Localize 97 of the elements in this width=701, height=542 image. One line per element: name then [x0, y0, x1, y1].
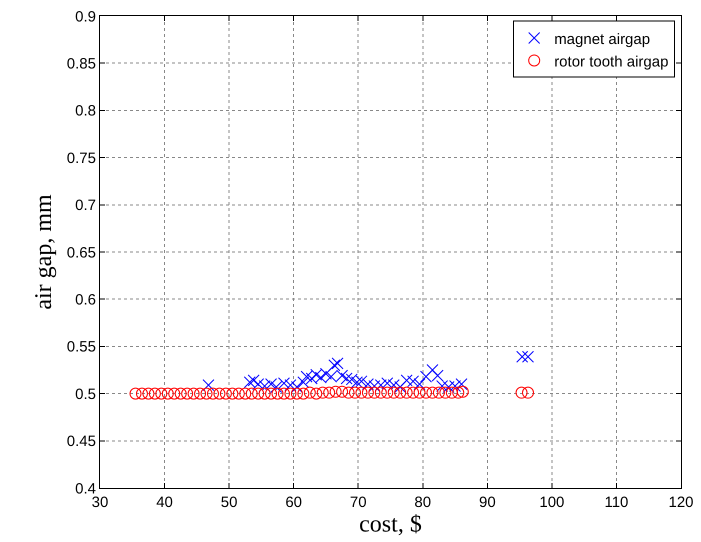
- point: [330, 386, 342, 398]
- point: [316, 386, 329, 399]
- point: [394, 386, 406, 399]
- x-tick-label: 80: [414, 494, 432, 511]
- point: [258, 388, 271, 400]
- point: [278, 388, 290, 400]
- x-axis-title: cost, $: [359, 511, 422, 538]
- point: [200, 388, 213, 400]
- point: [232, 388, 245, 400]
- y-tick-label: 0.6: [75, 291, 96, 308]
- point: [297, 388, 310, 400]
- point: [362, 386, 374, 399]
- point: [246, 388, 258, 400]
- x-tick-label: 90: [478, 494, 496, 511]
- point: [181, 388, 194, 400]
- point: [381, 377, 394, 390]
- point: [426, 364, 438, 376]
- point: [310, 388, 322, 400]
- point: [213, 388, 226, 400]
- x-tick-label: 70: [350, 494, 367, 511]
- point: [439, 386, 452, 399]
- point: [426, 386, 438, 399]
- point: [168, 388, 180, 400]
- point: [368, 380, 380, 392]
- point: [348, 386, 361, 399]
- point: [394, 380, 406, 393]
- x-tick-label: 50: [220, 494, 238, 511]
- point: [284, 388, 296, 400]
- point: [188, 388, 200, 400]
- point: [148, 388, 161, 400]
- point: [522, 350, 534, 363]
- x-tick-label: 120: [668, 494, 694, 511]
- point: [244, 376, 256, 388]
- point: [342, 386, 355, 399]
- point: [456, 386, 469, 398]
- point: [414, 386, 426, 399]
- x-tick-label: 100: [539, 494, 564, 511]
- point: [374, 386, 387, 399]
- point: [323, 386, 336, 399]
- point: [239, 388, 252, 400]
- point: [252, 388, 264, 400]
- y-axis-title: air gap, mm: [30, 194, 57, 310]
- point: [456, 378, 468, 390]
- y-tick-label: 0.7: [75, 197, 96, 214]
- point: [388, 386, 400, 399]
- point: [442, 380, 455, 393]
- y-tick-label: 0.45: [66, 433, 96, 450]
- point: [516, 350, 528, 363]
- point: [248, 374, 260, 386]
- point: [368, 386, 380, 399]
- point: [420, 386, 432, 399]
- point: [297, 376, 310, 388]
- point: [290, 388, 303, 400]
- legend-label: magnet airgap: [554, 30, 650, 48]
- point: [142, 388, 154, 400]
- legend-label: rotor tooth airgap: [554, 53, 668, 70]
- point: [452, 386, 464, 399]
- point: [328, 359, 340, 372]
- point: [265, 388, 278, 400]
- point: [407, 386, 420, 399]
- point: [220, 388, 232, 400]
- point: [432, 386, 445, 399]
- point: [446, 386, 458, 399]
- point: [130, 388, 142, 400]
- point: [516, 386, 528, 399]
- point: [194, 388, 206, 400]
- point: [290, 380, 303, 393]
- point: [272, 388, 284, 400]
- point: [332, 357, 344, 370]
- point: [284, 379, 296, 392]
- point: [355, 386, 368, 399]
- point: [206, 388, 219, 400]
- x-tick-label: 40: [156, 494, 173, 511]
- y-tick-label: 0.65: [66, 244, 96, 262]
- point: [202, 379, 214, 392]
- y-tick-label: 0.5: [75, 386, 96, 403]
- y-tick-label: 0.75: [66, 150, 96, 167]
- point: [400, 374, 413, 386]
- point: [407, 375, 420, 388]
- point: [414, 378, 426, 390]
- x-tick-label: 110: [604, 494, 628, 511]
- point: [400, 386, 413, 399]
- point: [336, 386, 348, 398]
- point: [155, 388, 168, 400]
- y-tick-label: 0.85: [66, 55, 96, 72]
- y-tick-label: 0.9: [75, 8, 96, 26]
- y-tick-label: 0.55: [66, 338, 96, 356]
- point: [174, 388, 187, 400]
- point: [340, 372, 353, 384]
- point: [226, 388, 238, 400]
- y-tick-label: 0.8: [75, 102, 96, 120]
- point: [522, 386, 534, 399]
- point: [304, 386, 316, 399]
- point: [136, 388, 148, 400]
- x-tick-label: 60: [285, 494, 302, 511]
- point: [162, 388, 174, 400]
- point: [381, 386, 394, 399]
